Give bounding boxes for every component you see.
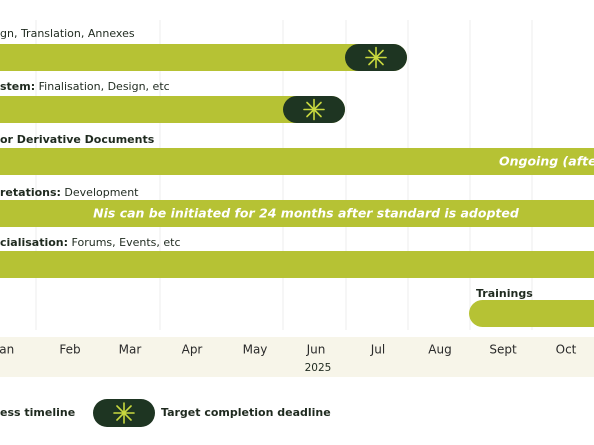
month-label: May [243, 343, 268, 357]
bar [0, 200, 594, 227]
month-label: Feb [59, 343, 80, 357]
label-bold: retations: [0, 186, 61, 199]
label-text: gn, Translation, Annexes [0, 27, 135, 40]
label-text: Development [61, 186, 139, 199]
bar [0, 44, 407, 71]
label-text: Forums, Events, etc [68, 236, 180, 249]
legend-icon [113, 402, 135, 424]
row-label: stem: Finalisation, Design, etc [0, 80, 170, 93]
year-label: 2025 [305, 362, 332, 374]
row-label: or Derivative Documents [0, 133, 155, 146]
month-label: Sept [489, 343, 517, 357]
month-label: Jan [0, 343, 14, 357]
month-label: Apr [182, 343, 203, 357]
month-label: Jul [370, 343, 385, 357]
month-label: Jun [306, 343, 326, 357]
row-label: cialisation: Forums, Events, etc [0, 236, 181, 249]
bar [0, 148, 594, 175]
legend-label: ess timeline [0, 406, 75, 419]
label-bold: Trainings [476, 287, 533, 300]
row-label: Trainings [476, 287, 533, 300]
row-label: gn, Translation, Annexes [0, 27, 135, 40]
bar [0, 251, 594, 278]
row-label: retations: Development [0, 186, 139, 199]
month-label: Aug [428, 343, 451, 357]
bar-text: Nis can be initiated for 24 months after… [93, 206, 520, 221]
month-label: Mar [119, 343, 142, 357]
label-bold: stem: [0, 80, 35, 93]
month-label: Oct [556, 343, 577, 357]
axis-band [0, 337, 594, 377]
bar [0, 96, 345, 123]
bar-text: Ongoing (after N [499, 154, 594, 169]
month-labels: Jan Feb Mar Apr May Jun Jul Aug Sept Oct [0, 343, 577, 357]
label-bold: cialisation: [0, 236, 68, 249]
label-bold: or Derivative Documents [0, 133, 155, 146]
label-text: Finalisation, Design, etc [35, 80, 170, 93]
bar [469, 300, 594, 327]
legend-label: Target completion deadline [161, 406, 331, 419]
deadline-icon [365, 46, 387, 69]
deadline-icon [303, 98, 325, 121]
